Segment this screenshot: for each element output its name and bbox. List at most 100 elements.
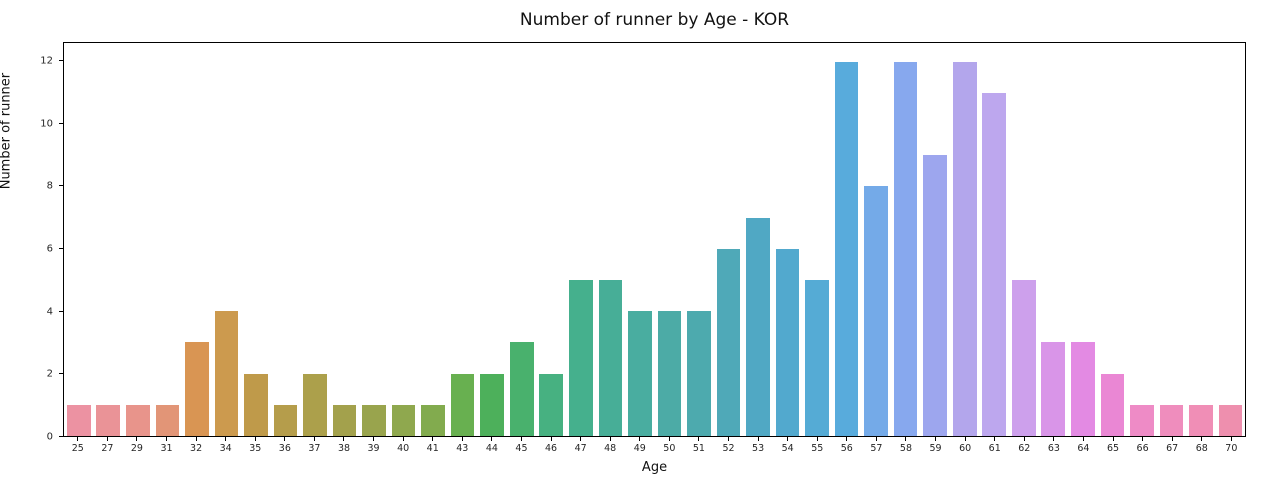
bar-slot [684, 43, 714, 436]
bar [214, 311, 239, 436]
x-tick-mark [698, 437, 700, 441]
x-tick-label: 63 [1047, 443, 1060, 454]
bar [1100, 373, 1125, 436]
y-tick-label: 8 [46, 180, 53, 192]
x-tick-mark [284, 437, 286, 441]
bar [628, 311, 652, 436]
x-tick-label: 41 [426, 443, 439, 454]
x-tick-mark [964, 437, 966, 441]
x-tick: 27 [93, 437, 123, 454]
x-tick-label: 49 [633, 443, 646, 454]
bars-container [64, 43, 1245, 436]
bar-slot [271, 43, 301, 436]
bar-slot [920, 43, 950, 436]
y-tick-mark [59, 373, 63, 375]
x-tick: 38 [329, 437, 359, 454]
x-tick: 29 [122, 437, 152, 454]
bar [509, 342, 534, 436]
x-tick: 36 [270, 437, 300, 454]
x-tick-mark [1142, 437, 1144, 441]
x-tick-mark [816, 437, 818, 441]
bar [332, 404, 357, 436]
y-tick-label: 0 [46, 431, 53, 443]
bar [1189, 404, 1213, 436]
bar [1218, 404, 1243, 436]
bar-slot [418, 43, 448, 436]
x-tick-mark [195, 437, 197, 441]
bar-slot [625, 43, 655, 436]
x-tick: 50 [655, 437, 685, 454]
bar-slot [212, 43, 242, 436]
x-tick-mark [905, 437, 907, 441]
x-tick-label: 57 [870, 443, 883, 454]
x-tick-label: 66 [1136, 443, 1149, 454]
x-tick-mark [1230, 437, 1232, 441]
x-tick-label: 32 [190, 443, 203, 454]
x-tick-label: 31 [160, 443, 173, 454]
bar-slot [389, 43, 419, 436]
x-tick-label: 51 [692, 443, 705, 454]
x-tick: 65 [1098, 437, 1128, 454]
bar-slot [861, 43, 891, 436]
x-tick-mark [313, 437, 315, 441]
bar [598, 280, 623, 436]
x-tick-mark [373, 437, 375, 441]
x-tick-mark [520, 437, 522, 441]
bar-slot [1186, 43, 1216, 436]
bar-slot [182, 43, 212, 436]
y-tick-mark [59, 247, 63, 249]
bar-slot [123, 43, 153, 436]
x-tick: 44 [477, 437, 507, 454]
bar-slot [448, 43, 478, 436]
bar-slot [1068, 43, 1098, 436]
bar-slot [537, 43, 567, 436]
x-tick: 47 [566, 437, 596, 454]
bar-slot [359, 43, 389, 436]
x-tick-label: 43 [456, 443, 469, 454]
plot-area [63, 42, 1246, 437]
bar-slot [1009, 43, 1039, 436]
y-tick-mark [59, 310, 63, 312]
x-tick-mark [491, 437, 493, 441]
bar-slot [64, 43, 94, 436]
x-tick-label: 46 [544, 443, 558, 454]
x-tick: 55 [802, 437, 832, 454]
bar-slot [507, 43, 537, 436]
x-tick-label: 54 [781, 443, 794, 454]
bar [96, 404, 121, 436]
x-tick-mark [668, 437, 670, 441]
bar-slot [153, 43, 183, 436]
bar-slot [1216, 43, 1246, 436]
x-tick-mark [166, 437, 168, 441]
x-tick-mark [639, 437, 641, 441]
y-tick-mark [59, 436, 63, 437]
bar [746, 217, 770, 436]
bar-slot [891, 43, 921, 436]
bar [66, 404, 91, 436]
x-tick-label: 36 [278, 443, 291, 454]
y-tick-label: 4 [46, 306, 53, 318]
x-tick-label: 37 [308, 443, 321, 454]
bar [185, 342, 209, 436]
bar [687, 311, 711, 436]
x-tick-mark [728, 437, 729, 441]
bar [775, 248, 800, 436]
bar [155, 404, 180, 436]
x-axis-ticks: 25 27 29 31 32 34 35 36 37 38 39 40 41 43 44 45 46 47 48 49… [63, 437, 1246, 454]
bar [1041, 342, 1066, 436]
bar-slot [330, 43, 360, 436]
y-tick-mark [59, 185, 63, 187]
x-tick-mark [550, 437, 552, 441]
x-tick: 31 [152, 437, 182, 454]
x-tick-mark [875, 437, 877, 441]
bar-slot [979, 43, 1009, 436]
bar [1159, 404, 1184, 436]
y-tick-label: 2 [46, 368, 53, 380]
y-tick-label: 10 [40, 118, 53, 130]
x-tick: 35 [240, 437, 270, 454]
bar [893, 61, 918, 436]
bar [480, 373, 505, 436]
x-tick-label: 70 [1225, 443, 1238, 454]
x-tick: 39 [359, 437, 389, 454]
